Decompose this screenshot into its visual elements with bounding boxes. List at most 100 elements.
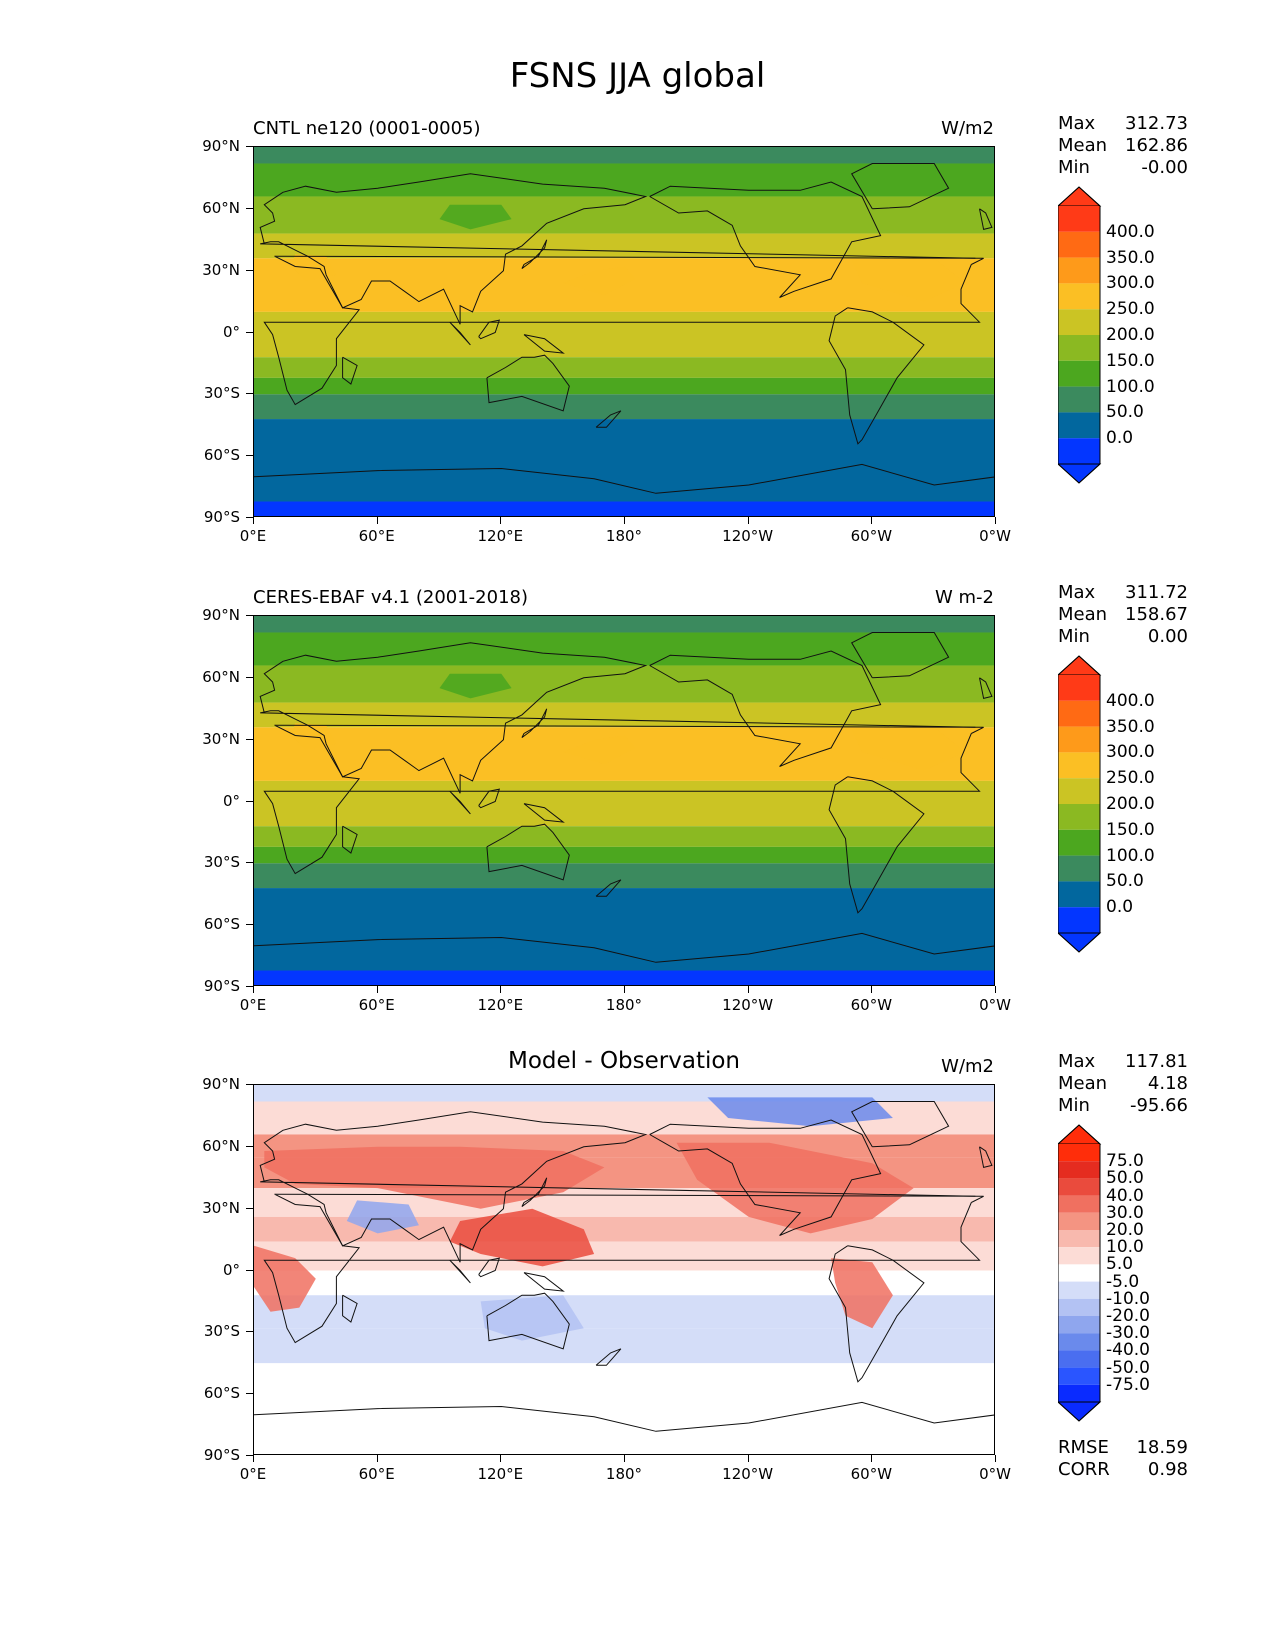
x-tick-label: 120°E [477, 1465, 524, 1483]
colorbar-label: 350.0 [1106, 716, 1155, 737]
colorbar-label: 250.0 [1106, 299, 1155, 320]
diff-region [676, 1142, 914, 1234]
colorbar-segment [1058, 726, 1100, 753]
colorbar-segment [1058, 1350, 1100, 1368]
diff-region [480, 1295, 584, 1341]
x-tick-mark [995, 986, 996, 993]
coastline [828, 307, 925, 445]
colorbar-extend-min [1056, 932, 1102, 953]
field-band [254, 196, 994, 234]
colorbar-segment [1058, 283, 1100, 310]
colorbar-segment [1058, 1178, 1100, 1196]
colorbar-label: 10.0 [1106, 1237, 1144, 1258]
colorbar-label: 250.0 [1106, 768, 1155, 789]
colorbar-label: -10.0 [1106, 1288, 1150, 1309]
colorbar-segment [1058, 206, 1100, 232]
rmse-corr-box: RMSE 18.59 CORR 0.98 [1058, 1437, 1188, 1481]
colorbar-label: 50.0 [1106, 871, 1144, 892]
coastline [259, 642, 976, 794]
x-tick-mark [376, 517, 378, 524]
diff-region [449, 1208, 595, 1267]
y-tick-mark [246, 1331, 253, 1333]
colorbar-label: 50.0 [1106, 1168, 1144, 1189]
colorbar-label: 100.0 [1106, 376, 1155, 397]
field-band [254, 1085, 994, 1102]
x-tick-mark [253, 517, 254, 524]
stat-value-min: -0.00 [1141, 157, 1188, 178]
coastline [595, 1348, 622, 1366]
stat-label-min: Min [1058, 1095, 1090, 1116]
colorbar-segment [1058, 1212, 1100, 1230]
colorbar-segment [1058, 257, 1100, 284]
colorbar-label: 150.0 [1106, 350, 1155, 371]
colorbar-label: 40.0 [1106, 1185, 1144, 1206]
y-tick-mark [246, 146, 253, 147]
stat-label-mean: Mean [1058, 135, 1108, 156]
diff-region [254, 1245, 316, 1312]
x-tick-mark [376, 986, 378, 993]
colorbar-segment [1058, 1230, 1100, 1248]
coastline [979, 208, 993, 231]
x-tick-label: 60°W [850, 527, 893, 545]
colorbar-segment [1058, 1333, 1100, 1351]
panel-units: W/m2 [941, 1056, 994, 1077]
field-band [254, 632, 994, 666]
y-tick-label: 90°N [202, 137, 240, 155]
y-tick-label: 0° [222, 791, 240, 810]
x-tick-mark [624, 986, 625, 993]
coastline [342, 825, 358, 854]
y-tick-mark [246, 393, 253, 395]
y-tick-label: 30°N [202, 729, 240, 748]
field-band [254, 665, 994, 703]
panel-title: Model - Observation [507, 1048, 741, 1074]
field-region [439, 673, 512, 699]
colorbar-segment [1058, 1264, 1100, 1282]
y-tick-label: 90°N [202, 1075, 240, 1093]
coastline [521, 239, 548, 270]
coastline [521, 1177, 548, 1208]
field-band [254, 846, 994, 864]
field-region [563, 735, 636, 765]
coastline [828, 776, 925, 914]
y-tick-mark [246, 269, 253, 271]
colorbar-segment [1058, 1367, 1100, 1385]
coastline [449, 790, 471, 815]
field-region [439, 204, 512, 230]
y-tick-mark [246, 517, 253, 518]
y-tick-mark [246, 331, 253, 333]
colorbar-extend-max [1056, 1124, 1102, 1145]
stats-box: Max 117.81 Mean 4.18 Min -95.66 [1058, 1051, 1188, 1117]
x-tick-mark [871, 517, 873, 524]
colorbar-segment [1058, 752, 1100, 779]
coastline [979, 677, 993, 700]
coastline [850, 1101, 950, 1148]
map-svg [254, 147, 994, 516]
colorbar-segment [1058, 386, 1100, 413]
y-tick-label: 0° [222, 322, 240, 341]
field-band [254, 163, 994, 197]
colorbar-label: 100.0 [1106, 845, 1155, 866]
stat-value-mean: 162.86 [1125, 135, 1188, 156]
x-tick-label: 0°W [979, 527, 1011, 545]
coastline [342, 1294, 358, 1323]
coastline [254, 1401, 994, 1432]
y-tick-label: 30°S [203, 384, 240, 403]
stat-value-max: 117.81 [1125, 1051, 1188, 1072]
x-tick-label: 0°W [979, 1465, 1011, 1483]
coastline [649, 1119, 882, 1236]
colorbar-outline [1057, 1124, 1101, 1422]
field-band [254, 826, 994, 847]
y-tick-label: 90°S [203, 977, 240, 995]
stat-value-max: 312.73 [1125, 113, 1188, 134]
map-svg [254, 616, 994, 985]
colorbar-segment [1058, 309, 1100, 335]
x-tick-mark [500, 517, 502, 524]
field-band [254, 616, 994, 633]
colorbar-label: 30.0 [1106, 1202, 1144, 1223]
colorbar-label: 300.0 [1106, 742, 1155, 763]
colorbar-segment [1058, 881, 1100, 908]
colorbar-label: -20.0 [1106, 1306, 1150, 1326]
y-tick-mark [246, 1269, 253, 1271]
y-tick-mark [246, 924, 253, 926]
coastline [649, 181, 882, 298]
